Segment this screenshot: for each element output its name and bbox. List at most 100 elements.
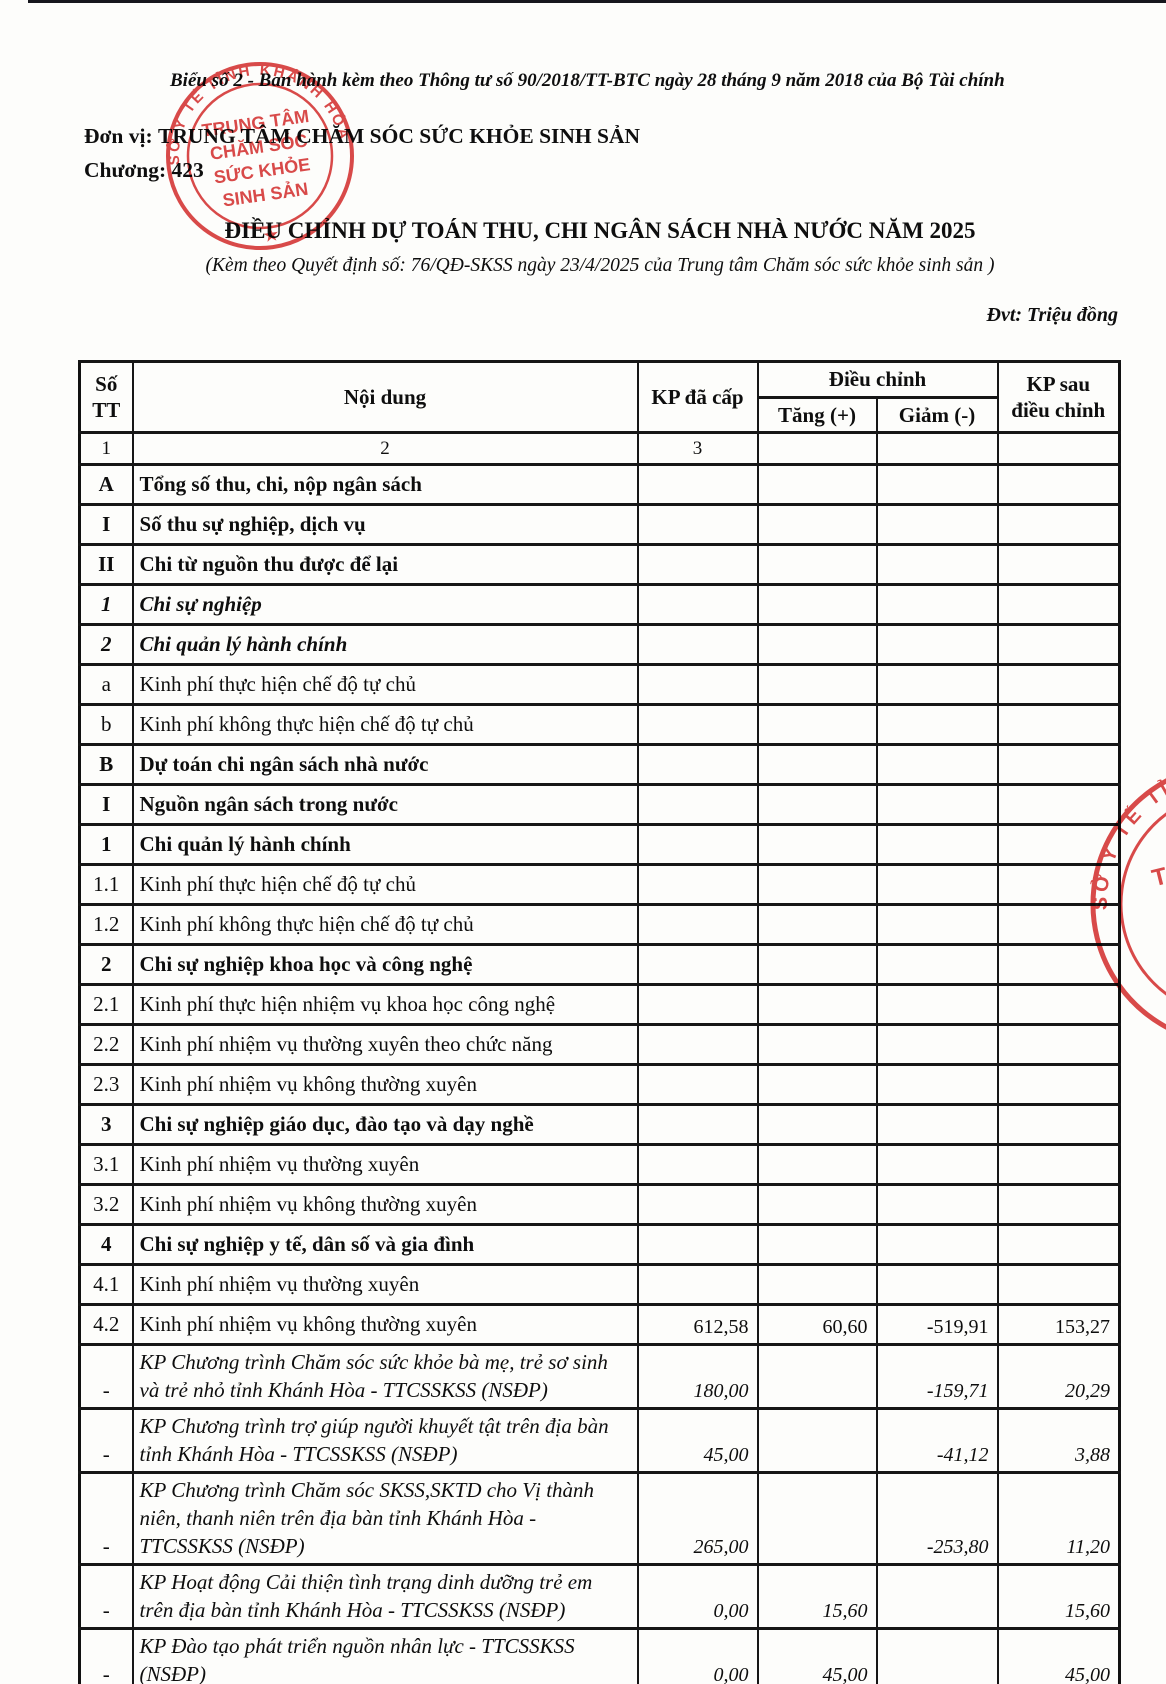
table-header: Số TT Nội dung KP đã cấp Điều chỉnh KP s…	[78, 360, 1121, 466]
table-row: - KP Chương trình Chăm sóc SKSS,SKTD cho …	[78, 1471, 1121, 1566]
cell-content: Kinh phí nhiệm vụ thường xuyên	[131, 1263, 639, 1306]
cell-stt: -	[78, 1343, 134, 1410]
cell-after	[996, 863, 1121, 906]
unit-line: Đơn vị: TRUNG TÂM CHĂM SÓC SỨC KHỎE SINH…	[84, 124, 640, 149]
cell-decrease	[875, 863, 999, 906]
cell-increase	[756, 463, 878, 506]
cell-content: Kinh phí nhiệm vụ thường xuyên theo chức…	[131, 1023, 639, 1066]
cell-decrease	[875, 703, 999, 746]
cell-granted	[636, 1183, 759, 1226]
stamp-inner-ring	[1119, 790, 1166, 1018]
cell-after	[996, 823, 1121, 866]
cell-after	[996, 663, 1121, 706]
cell-decrease: -519,91	[875, 1303, 999, 1346]
cell-after: 3,88	[996, 1407, 1121, 1474]
cell-granted	[636, 1263, 759, 1306]
cell-content: Dự toán chi ngân sách nhà nước	[131, 743, 639, 786]
cell-decrease	[875, 623, 999, 666]
cell-content: Kinh phí không thực hiện chế độ tự chủ	[131, 903, 639, 946]
cell-increase	[756, 1223, 878, 1266]
cell-granted	[636, 1223, 759, 1266]
cell-content: Số thu sự nghiệp, dịch vụ	[131, 503, 639, 546]
cell-after	[996, 1063, 1121, 1106]
cell-stt: a	[78, 663, 134, 706]
cell-granted	[636, 1063, 759, 1106]
cell-content: Chi quản lý hành chính	[131, 623, 639, 666]
cell-after	[996, 623, 1121, 666]
cell-content: Kinh phí nhiệm vụ không thường xuyên	[131, 1063, 639, 1106]
cell-content: Nguồn ngân sách trong nước	[131, 783, 639, 826]
cell-after	[996, 543, 1121, 586]
cell-after	[996, 743, 1121, 786]
table-row: 2.3 Kinh phí nhiệm vụ không thường xuyên	[78, 1063, 1121, 1106]
cell-decrease: -41,12	[875, 1407, 999, 1474]
cell-decrease	[875, 1023, 999, 1066]
cell-stt: 2	[78, 623, 134, 666]
cell-stt: 2	[78, 943, 134, 986]
cell-increase	[756, 503, 878, 546]
cell-decrease	[875, 1627, 999, 1684]
cell-decrease: -253,80	[875, 1471, 999, 1566]
cell-increase	[756, 703, 878, 746]
document-subtitle: (Kèm theo Quyết định số: 76/QĐ-SKSS ngày…	[205, 255, 995, 276]
cell-granted: 0,00	[636, 1563, 759, 1630]
cell-increase	[756, 1471, 878, 1566]
header-stt-line1: Số	[95, 371, 118, 396]
cell-decrease	[875, 1143, 999, 1186]
cell-increase	[756, 1183, 878, 1226]
cell-increase	[756, 903, 878, 946]
cell-content: Kinh phí nhiệm vụ không thường xuyên	[131, 1183, 639, 1226]
table-row: 3.2 Kinh phí nhiệm vụ không thường xuyên	[78, 1183, 1121, 1226]
cell-stt: 4.2	[78, 1303, 134, 1346]
cell-granted: 180,00	[636, 1343, 759, 1410]
table-row: 3 Chi sự nghiệp giáo dục, đào tạo và dạy …	[78, 1103, 1121, 1146]
cell-after	[996, 1223, 1121, 1266]
cell-stt: -	[78, 1407, 134, 1474]
index-cell: 3	[636, 431, 759, 466]
cell-content: KP Hoạt động Cải thiện tình trạng dinh d…	[131, 1563, 639, 1630]
cell-content: Kinh phí thực hiện chế độ tự chủ	[131, 863, 639, 906]
cell-after: 11,20	[996, 1471, 1121, 1566]
cell-granted	[636, 1143, 759, 1186]
cell-granted	[636, 463, 759, 506]
cell-increase	[756, 783, 878, 826]
header-after-line1: KP sau	[1026, 371, 1091, 396]
table-row: 3.1 Kinh phí nhiệm vụ thường xuyên	[78, 1143, 1121, 1186]
cell-after	[996, 703, 1121, 746]
cell-stt: II	[78, 543, 134, 586]
table-row: 2 Chi sự nghiệp khoa học và công nghệ	[78, 943, 1121, 986]
cell-after: 20,29	[996, 1343, 1121, 1410]
cell-granted	[636, 1023, 759, 1066]
cell-increase	[756, 863, 878, 906]
unit-name: TRUNG TÂM CHĂM SÓC SỨC KHỎE SINH SẢN	[158, 124, 641, 148]
cell-decrease	[875, 743, 999, 786]
table-row: 4 Chi sự nghiệp y tế, dân số và gia đình	[78, 1223, 1121, 1266]
stamp-outer-ring	[1090, 761, 1166, 1047]
budget-adjustment-table: Số TT Nội dung KP đã cấp Điều chỉnh KP s…	[78, 360, 1122, 1684]
cell-after	[996, 1103, 1121, 1146]
cell-stt: 2.3	[78, 1063, 134, 1106]
column-index-row: 1 2 3	[78, 431, 1121, 466]
cell-content: Chi sự nghiệp khoa học và công nghệ	[131, 943, 639, 986]
cell-after	[996, 463, 1121, 506]
cell-granted: 45,00	[636, 1407, 759, 1474]
cell-stt: 2.2	[78, 1023, 134, 1066]
cell-content: Kinh phí không thực hiện chế độ tự chủ	[131, 703, 639, 746]
header-after-line2: điều chỉnh	[1011, 398, 1106, 422]
cell-granted	[636, 903, 759, 946]
cell-increase	[756, 1063, 878, 1106]
cell-stt: 3.2	[78, 1183, 134, 1226]
cell-granted	[636, 783, 759, 826]
cell-stt: 1.2	[78, 903, 134, 946]
cell-increase: 15,60	[756, 1563, 878, 1630]
cell-after	[996, 1183, 1121, 1226]
table-row: - KP Đào tạo phát triển nguồn nhân lực - …	[78, 1627, 1121, 1684]
cell-content: Chi sự nghiệp	[131, 583, 639, 626]
cell-decrease	[875, 1103, 999, 1146]
chapter-line: Chương: 423	[84, 158, 204, 183]
document-title: ĐIỀU CHỈNH DỰ TOÁN THU, CHI NGÂN SÁCH NH…	[224, 218, 976, 243]
header-stt: Số TT	[78, 360, 134, 434]
cell-after	[996, 1263, 1121, 1306]
cell-increase	[756, 1343, 878, 1410]
table-row: 1.1 Kinh phí thực hiện chế độ tự chủ	[78, 863, 1121, 906]
